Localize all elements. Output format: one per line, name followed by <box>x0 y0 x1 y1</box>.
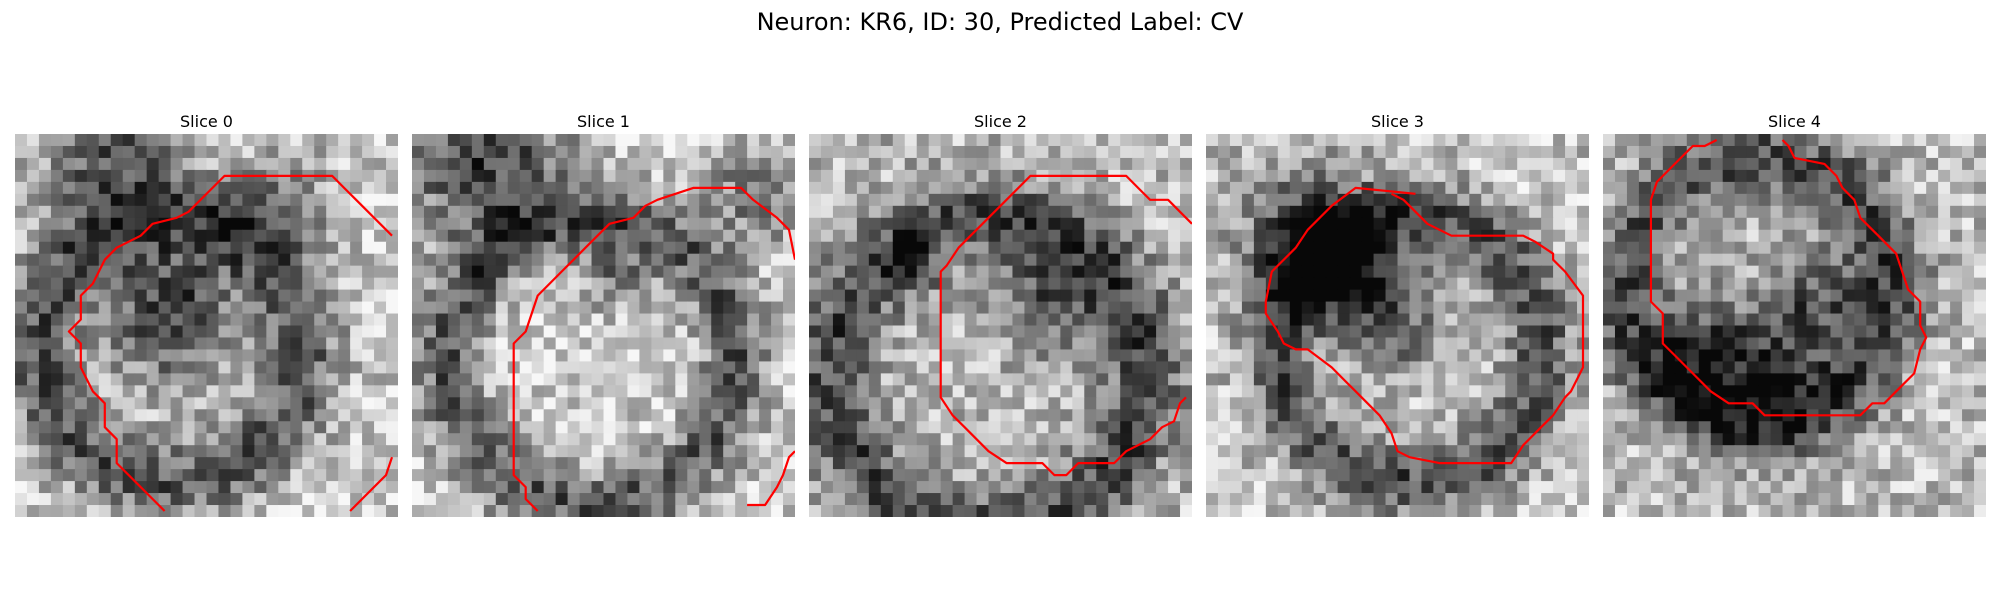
slice-title: Slice 4 <box>1768 112 1821 131</box>
slice-image <box>1603 134 1986 517</box>
slice-image <box>412 134 795 517</box>
segmentation-contour <box>349 456 394 512</box>
grayscale-pixels <box>15 134 398 517</box>
segmentation-contour <box>67 174 393 512</box>
slice-panel: Slice 4 <box>1603 110 1986 517</box>
segmentation-contour <box>512 186 795 512</box>
segmentation-contour <box>747 450 795 507</box>
slice-panel: Slice 2 <box>809 110 1192 517</box>
grayscale-pixels <box>412 134 795 517</box>
slice-title: Slice 0 <box>180 112 233 131</box>
grayscale-pixels <box>1206 134 1589 517</box>
slice-image <box>15 134 398 517</box>
slice-title: Slice 3 <box>1371 112 1424 131</box>
segmentation-contour <box>939 174 1192 477</box>
slice-panel: Slice 1 <box>412 110 795 517</box>
grayscale-pixels <box>809 134 1192 517</box>
figure-title: Neuron: KR6, ID: 30, Predicted Label: CV <box>756 8 1244 36</box>
slice-panel: Slice 0 <box>15 110 398 517</box>
slice-image <box>1206 134 1589 517</box>
slice-panel: Slice 3 <box>1206 110 1589 517</box>
segmentation-contour <box>1264 186 1585 465</box>
slice-title: Slice 1 <box>577 112 630 131</box>
grayscale-pixels <box>1603 134 1986 517</box>
slice-title: Slice 2 <box>974 112 1027 131</box>
slice-image <box>809 134 1192 517</box>
segmentation-contour <box>1649 139 1928 417</box>
